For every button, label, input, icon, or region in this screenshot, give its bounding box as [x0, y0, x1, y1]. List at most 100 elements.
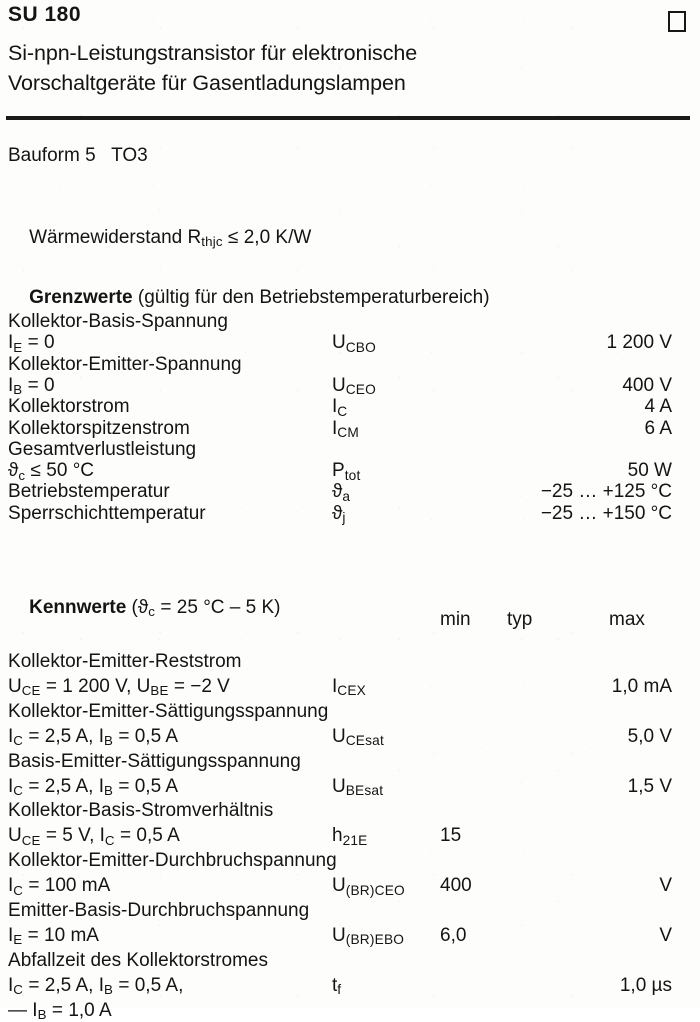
table-row: Emitter-Basis-Durchbruchspannung — [0, 900, 700, 921]
row-value: 6 A — [644, 417, 672, 439]
thermal-resistance-symbol-sub: thjc — [201, 234, 223, 250]
kennwerte-note-open: ( — [126, 597, 138, 618]
column-header-max: max — [609, 609, 645, 630]
row-description: UCE = 5 V, IC = 0,5 A — [8, 825, 180, 848]
row-symbol: ICEX — [332, 675, 366, 699]
row-symbol-sub: a — [342, 488, 351, 504]
subscript: E — [13, 932, 23, 948]
subscript: BE — [150, 683, 169, 699]
row-symbol-sub: C — [337, 403, 348, 419]
row-min-value: 6,0 — [440, 924, 467, 946]
subscript: CE — [21, 683, 41, 699]
table-row: IC = 100 mA U(BR)CEO 400 V — [0, 875, 700, 898]
subtitle-line-2: Vorschaltgeräte für Gasentladungslampen — [8, 71, 406, 95]
row-description: Kollektor-Emitter-Sättigungsspannung — [8, 700, 329, 722]
row-description: Kollektorstrom — [8, 396, 130, 418]
table-row: Kollektor-Emitter-Durchbruchspannung — [0, 850, 700, 871]
row-value: −25 … +150 °C — [540, 502, 672, 524]
table-row: IE = 10 mA U(BR)EBO 6,0 V — [0, 924, 700, 948]
subscript: C — [13, 882, 24, 898]
subscript: B — [37, 1007, 47, 1022]
row-symbol: U(BR)EBO — [332, 924, 405, 948]
table-row: Kollektor-Basis-Stromverhältnis — [0, 800, 700, 821]
table-row: IC = 2,5 A, IB = 0,5 A UCEsat 5,0 V — [0, 725, 700, 749]
row-description: IE = 10 mA — [8, 924, 99, 948]
row-symbol: IC — [332, 396, 348, 419]
row-description: ϑc ≤ 50 °C — [8, 460, 95, 483]
row-value: 5,0 V — [627, 725, 672, 747]
row-description: IC = 100 mA — [8, 875, 111, 898]
subscript: B — [103, 733, 114, 749]
table-row: IE = 0 UCBO 1 200 V — [0, 332, 700, 355]
thermal-resistance-value: ≤ 2,0 K/W — [222, 227, 312, 248]
section-heading-grenzwerte: Grenzwerte (gültig für den Betriebstempe… — [8, 265, 489, 331]
table-row: Kollektorstrom IC 4 A — [0, 396, 700, 419]
row-symbol: UBEsat — [332, 775, 384, 799]
row-symbol: ϑa — [332, 481, 351, 504]
subscript: B — [103, 982, 114, 998]
row-symbol-sub: f — [337, 982, 342, 998]
table-row: IC = 2,5 A, IB = 0,5 A UBEsat 1,5 V — [0, 775, 700, 799]
page-title: SU 180 — [8, 3, 82, 26]
row-symbol-sub: CBO — [345, 339, 376, 355]
table-row: Kollektor-Emitter-Reststrom — [0, 651, 700, 672]
thermal-resistance-label: Wärmewiderstand — [29, 227, 188, 248]
row-description: Kollektorspitzenstrom — [8, 417, 190, 439]
row-description: IC = 2,5 A, IB = 0,5 A — [8, 725, 179, 749]
row-symbol: UCBO — [332, 332, 376, 355]
row-value: 1,0 µs — [619, 974, 672, 996]
row-description: Kollektor-Basis-Stromverhältnis — [8, 800, 274, 822]
row-symbol-sub: (BR)EBO — [345, 932, 405, 948]
table-row: Betriebstemperatur ϑa −25 … +125 °C — [0, 481, 700, 504]
table-row: IC = 2,5 A, IB = 0,5 A, tf 1,0 µs — [0, 974, 700, 998]
row-description: Kollektor-Emitter-Spannung — [8, 353, 242, 375]
section-heading-grenzwerte-bold: Grenzwerte — [29, 287, 133, 308]
table-row: Kollektorspitzenstrom ICM 6 A — [0, 417, 700, 441]
row-description: Betriebstemperatur — [8, 481, 170, 503]
row-description: Kollektor-Emitter-Reststrom — [8, 651, 242, 672]
row-value: 1 200 V — [606, 332, 673, 354]
row-symbol-sub: CEsat — [345, 733, 384, 749]
section-heading-kennwerte: Kennwerte (ϑc = 25 °C – 5 K) — [8, 575, 280, 641]
row-value: 1,5 V — [627, 775, 672, 797]
row-description: IC = 2,5 A, IB = 0,5 A — [8, 775, 179, 798]
row-description: Emitter-Basis-Durchbruchspannung — [8, 900, 310, 921]
table-row: Sperrschichttemperatur ϑj −25 … +150 °C — [0, 502, 700, 526]
row-symbol-sub: CEX — [337, 683, 366, 699]
kennwerte-note-symbol-sub: c — [148, 604, 156, 620]
subscript: C — [13, 982, 24, 998]
kennwerte-note-symbol: ϑ — [137, 597, 149, 618]
thermal-resistance-line: Wärmewiderstand Rthjc ≤ 2,0 K/W — [8, 205, 311, 271]
thermal-resistance-symbol: R — [187, 227, 202, 248]
column-header-min: min — [440, 609, 471, 630]
subtitle-line-1: Si-npn-Leistungstransistor für elektroni… — [8, 41, 418, 65]
table-row: — IB = 1,0 A — [0, 999, 700, 1022]
row-min-value: 15 — [440, 825, 462, 847]
row-value: 1,0 mA — [611, 675, 672, 697]
row-min-value: 400 — [440, 875, 472, 897]
row-symbol: ϑj — [332, 502, 346, 526]
subscript: CE — [21, 832, 41, 848]
table-row: Abfallzeit des Kollektorstromes — [0, 950, 700, 971]
column-header-typ: typ — [507, 609, 533, 630]
table-row: Kollektor-Emitter-Sättigungsspannung — [0, 701, 700, 722]
subscript: B — [13, 382, 23, 398]
row-value: V — [659, 875, 672, 897]
row-value: 4 A — [644, 396, 672, 418]
subscript: c — [18, 467, 26, 483]
row-value: 50 W — [627, 460, 672, 482]
row-description: Abfallzeit des Kollektorstromes — [8, 949, 268, 971]
header-divider — [6, 116, 690, 120]
row-value: −25 … +125 °C — [540, 481, 672, 503]
row-description: Kollektor-Basis-Spannung — [8, 311, 228, 332]
row-description: IC = 2,5 A, IB = 0,5 A, — [8, 974, 184, 998]
row-symbol-sub: (BR)CEO — [345, 882, 405, 898]
row-symbol: UCEO — [332, 374, 376, 398]
row-description: Kollektor-Emitter-Durchbruchspannung — [8, 850, 337, 872]
table-row: Basis-Emitter-Sättigungsspannung — [0, 751, 700, 772]
row-symbol: tf — [332, 974, 342, 998]
row-description: UCE = 1 200 V, UBE = −2 V — [8, 675, 230, 699]
table-row: Gesamtverlustleistung — [0, 439, 700, 460]
row-description: — IB = 1,0 A — [8, 999, 112, 1022]
